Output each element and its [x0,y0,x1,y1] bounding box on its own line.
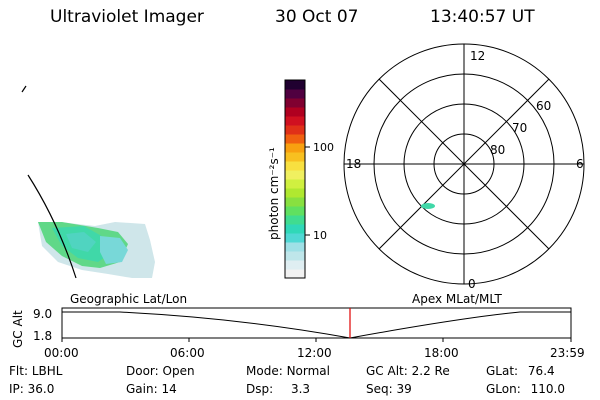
colorbar-cell [285,125,305,135]
uv-image-footprint [38,222,155,278]
ip-value: 36.0 [27,382,55,396]
lat-label-60: 60 [536,99,551,113]
timeline-ytick-1-8: 1.8 [33,329,52,343]
colorbar-cell [285,233,305,243]
door-label: Door: [126,364,159,378]
colorbar-cell [285,161,305,171]
colorbar-cell [285,197,305,207]
colorbar-cell [285,260,305,270]
date-label: 30 Oct 07 [275,7,359,27]
flt-label: Flt: [9,364,28,378]
glat-label: GLat: [486,364,519,378]
mode-field: Mode: Normal [246,364,330,378]
timeline-xtick-1800: 18:00 [424,346,459,360]
colorbar-cell [285,179,305,189]
colorbar-cell [285,188,305,198]
flt-field: Flt: LBHL [9,364,62,378]
gain-value: 14 [161,382,177,396]
terminator-tick [21,85,27,93]
mode-value: Normal [286,364,330,378]
polar-aurora-spot [421,203,435,209]
mode-label: Mode: [246,364,283,378]
timeline-ytick-9: 9.0 [33,307,52,321]
gain-label: Gain: [126,382,158,396]
dsp-value: 3.3 [290,382,311,396]
timeline-xtick-1200: 12:00 [297,346,332,360]
ip-field: IP: 36.0 [9,382,54,396]
timeline-xtick-2359: 23:59 [550,346,585,360]
colorbar-cell [285,116,305,126]
lat-label-80: 80 [490,143,505,157]
gcalt-field: GC Alt: 2.2 Re [366,364,450,378]
app-title: Ultraviolet Imager [50,7,204,27]
timeline-xtick-0600: 06:00 [170,346,205,360]
colorbar-tick-10: 10 [313,229,327,242]
colorbar-cell [285,80,305,90]
colorbar-cell [285,134,305,144]
colorbar-cell [285,224,305,234]
gain-field: Gain: 14 [126,382,177,396]
door-field: Door: Open [126,364,195,378]
dsp-label: Dsp: [246,382,274,396]
glon-value: 110.0 [530,382,565,396]
glon-field: GLon: 110.0 [486,382,565,396]
timeline-left-title: Geographic Lat/Lon [70,292,188,306]
colorbar-cell [285,143,305,153]
gcalt-label: GC Alt: [366,364,408,378]
timeline-xtick-0000: 00:00 [44,346,79,360]
timeline-right-title: Apex MLat/MLT [412,292,502,306]
dsp-field: Dsp: 3.3 [246,382,310,396]
colorbar-cell [285,269,305,279]
colorbar-cell [285,98,305,108]
colorbar-cell [285,242,305,252]
mlt-label-12: 12 [470,49,485,63]
glat-value: 76.4 [527,364,555,378]
colorbar-unit-label: photon cm⁻²s⁻¹ [267,147,281,240]
flt-value: LBHL [31,364,63,378]
colorbar-cell [285,215,305,225]
mlt-label-0: 0 [468,277,476,291]
seq-field: Seq: 39 [366,382,412,396]
mlt-label-18: 18 [346,157,361,171]
seq-value: 39 [396,382,412,396]
timeline-ylabel: GC Alt [11,310,25,348]
lat-label-70: 70 [512,121,527,135]
mlt-label-6: 6 [576,157,584,171]
colorbar-cell [285,251,305,261]
gcalt-value: 2.2 Re [411,364,450,378]
colorbar-tick-100: 100 [313,141,334,154]
colorbar-cell [285,152,305,162]
glon-label: GLon: [486,382,521,396]
door-value: Open [162,364,195,378]
colorbar-cell [285,170,305,180]
ip-label: IP: [9,382,24,396]
seq-label: Seq: [366,382,393,396]
terminator-line [27,174,77,279]
time-label: 13:40:57 UT [430,7,535,27]
colorbar-cell [285,89,305,99]
colorbar-cell [285,107,305,117]
colorbar-cell [285,206,305,216]
glat-field: GLat: 76.4 [486,364,555,378]
